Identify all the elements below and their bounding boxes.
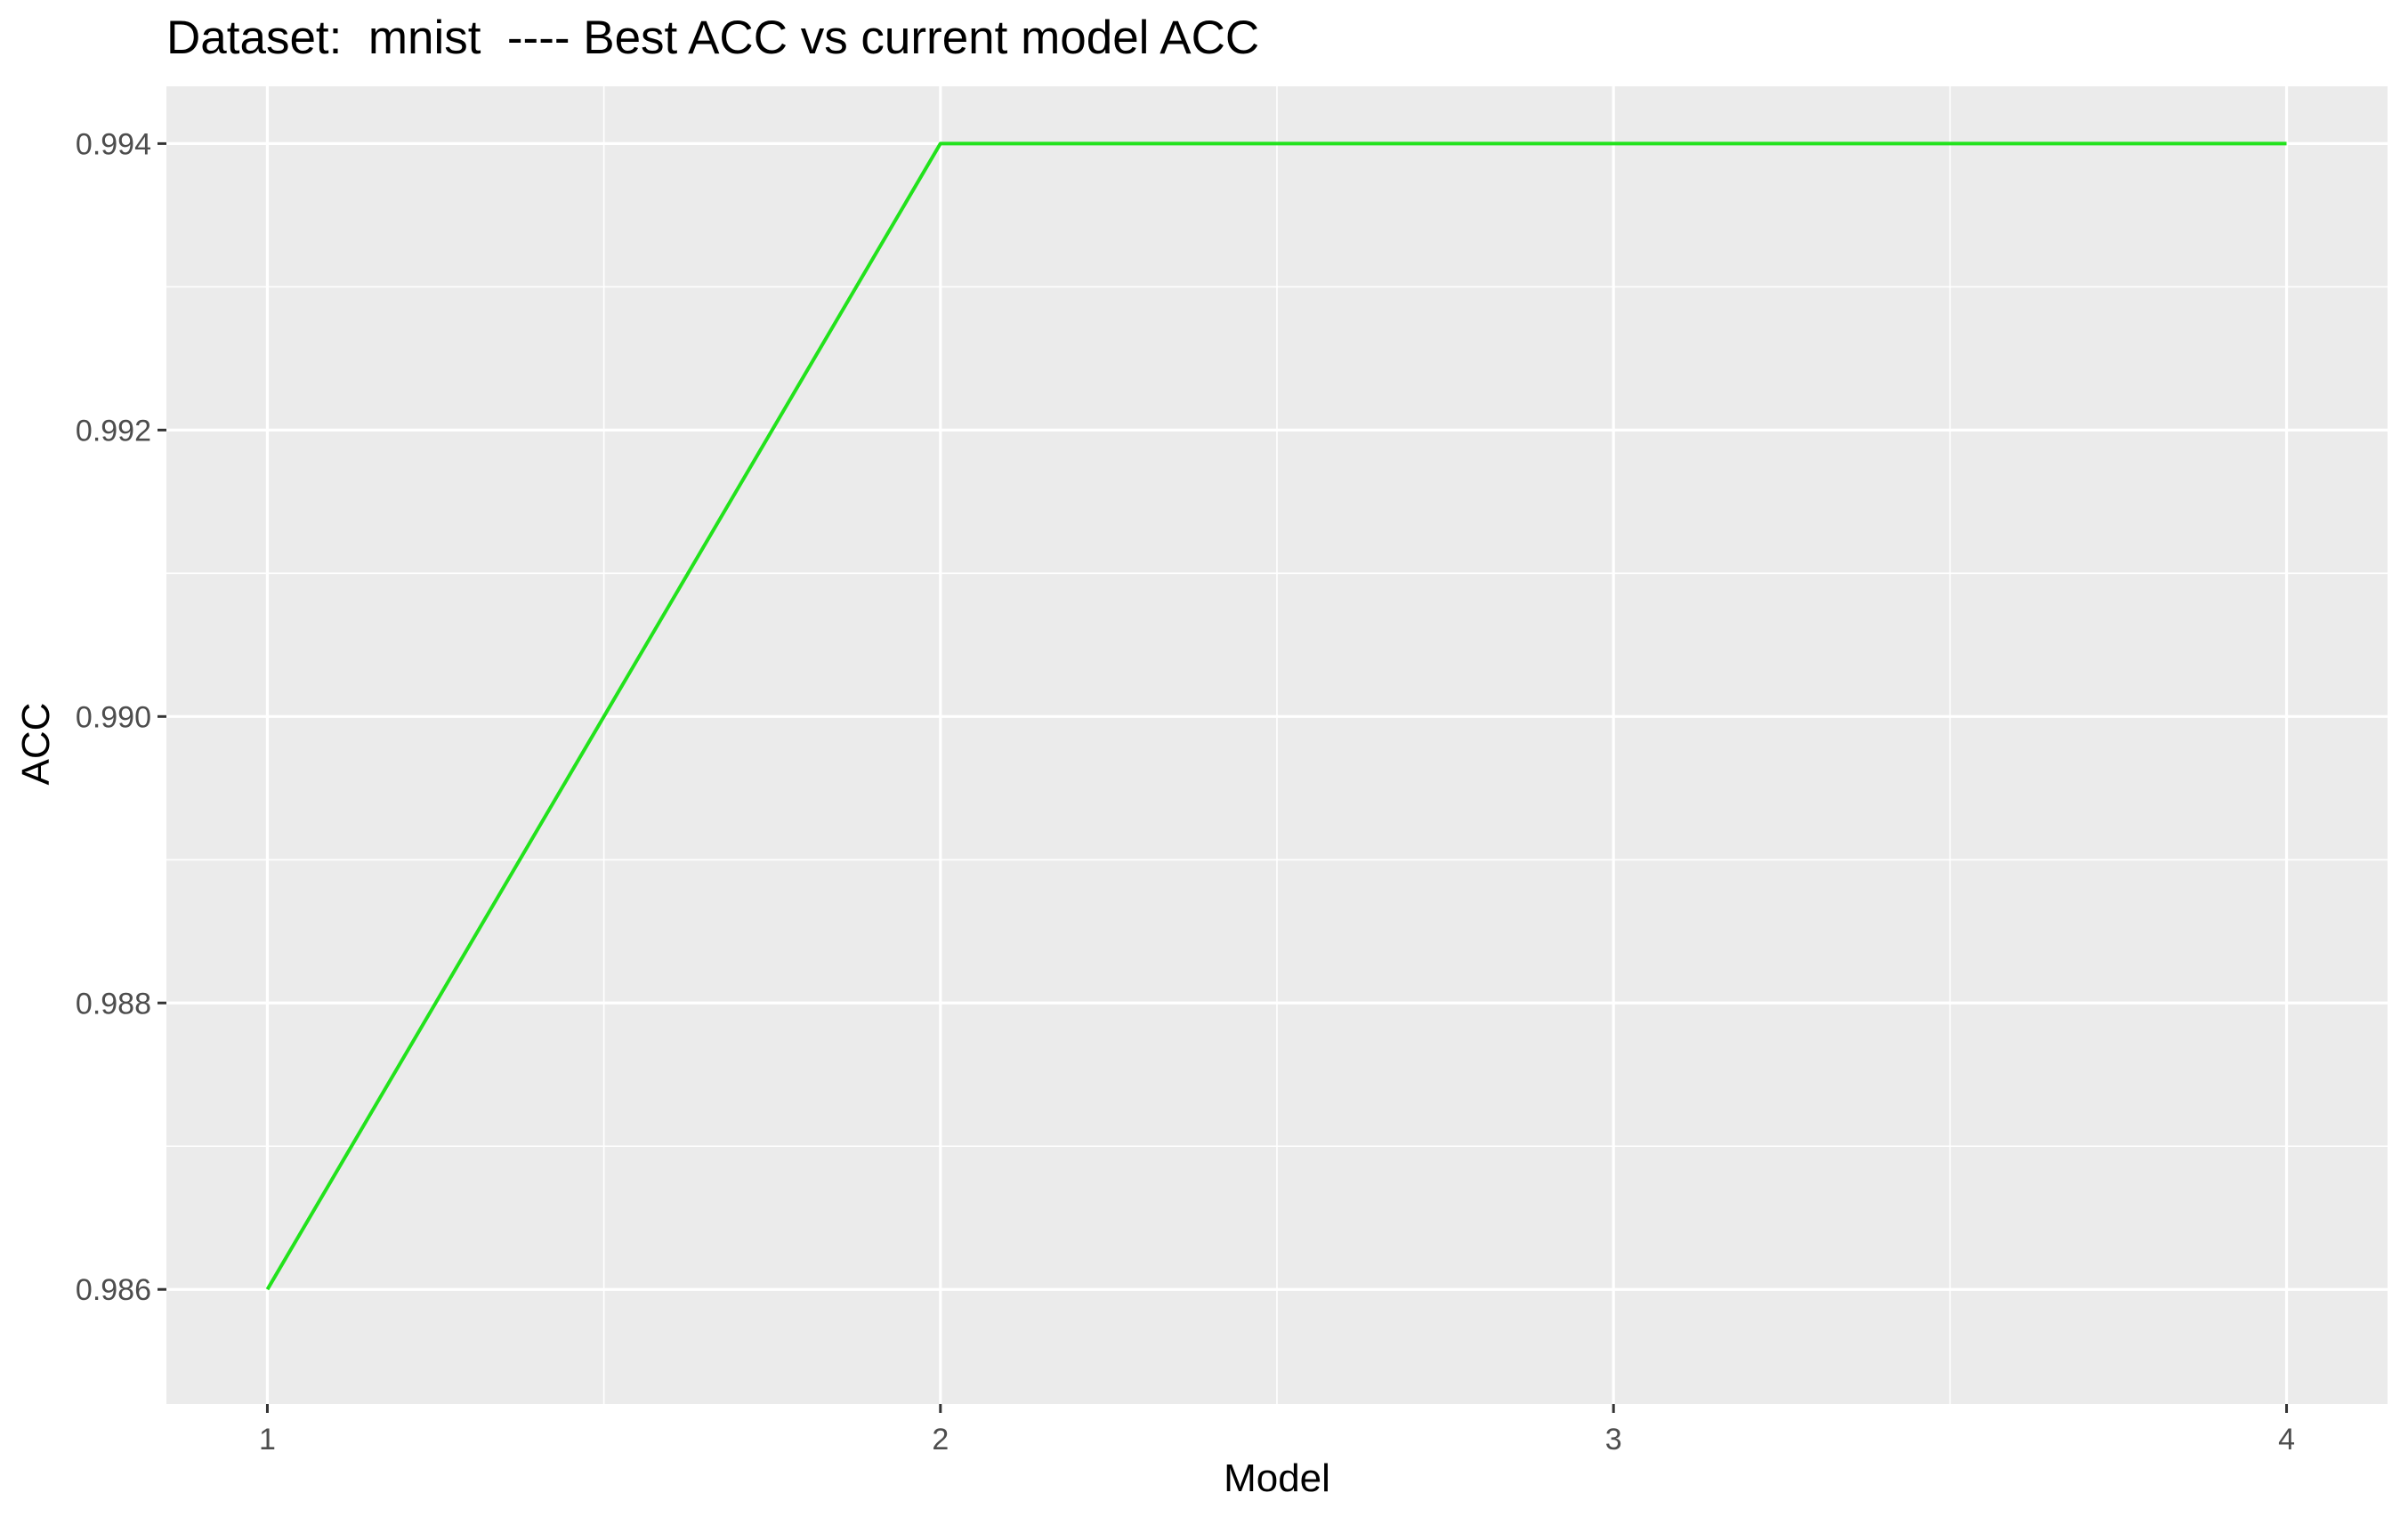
y-axis: 0.986 0.988 0.990 0.992 0.994 xyxy=(76,127,166,1307)
y-tick-label: 0.990 xyxy=(76,700,151,734)
x-tick-label: 4 xyxy=(2278,1423,2295,1456)
x-axis-title: Model xyxy=(1224,1456,1330,1500)
x-tick-label: 3 xyxy=(1605,1423,1622,1456)
minor-grid xyxy=(166,86,2388,1404)
series-layer xyxy=(265,141,2287,1291)
y-axis-title: ACC xyxy=(14,703,58,786)
series-line xyxy=(265,141,2287,1291)
x-tick-label: 2 xyxy=(932,1423,949,1456)
chart-title: Dataset: mnist ---- Best ACC vs current … xyxy=(166,12,1259,64)
y-tick-label: 0.986 xyxy=(76,1273,151,1307)
y-tick-label: 0.994 xyxy=(76,127,151,161)
y-tick-label: 0.992 xyxy=(76,414,151,448)
x-tick-label: 1 xyxy=(259,1423,276,1456)
x-axis: 1 2 3 4 xyxy=(259,1404,2295,1456)
major-grid xyxy=(166,86,2388,1404)
y-tick-label: 0.988 xyxy=(76,987,151,1021)
